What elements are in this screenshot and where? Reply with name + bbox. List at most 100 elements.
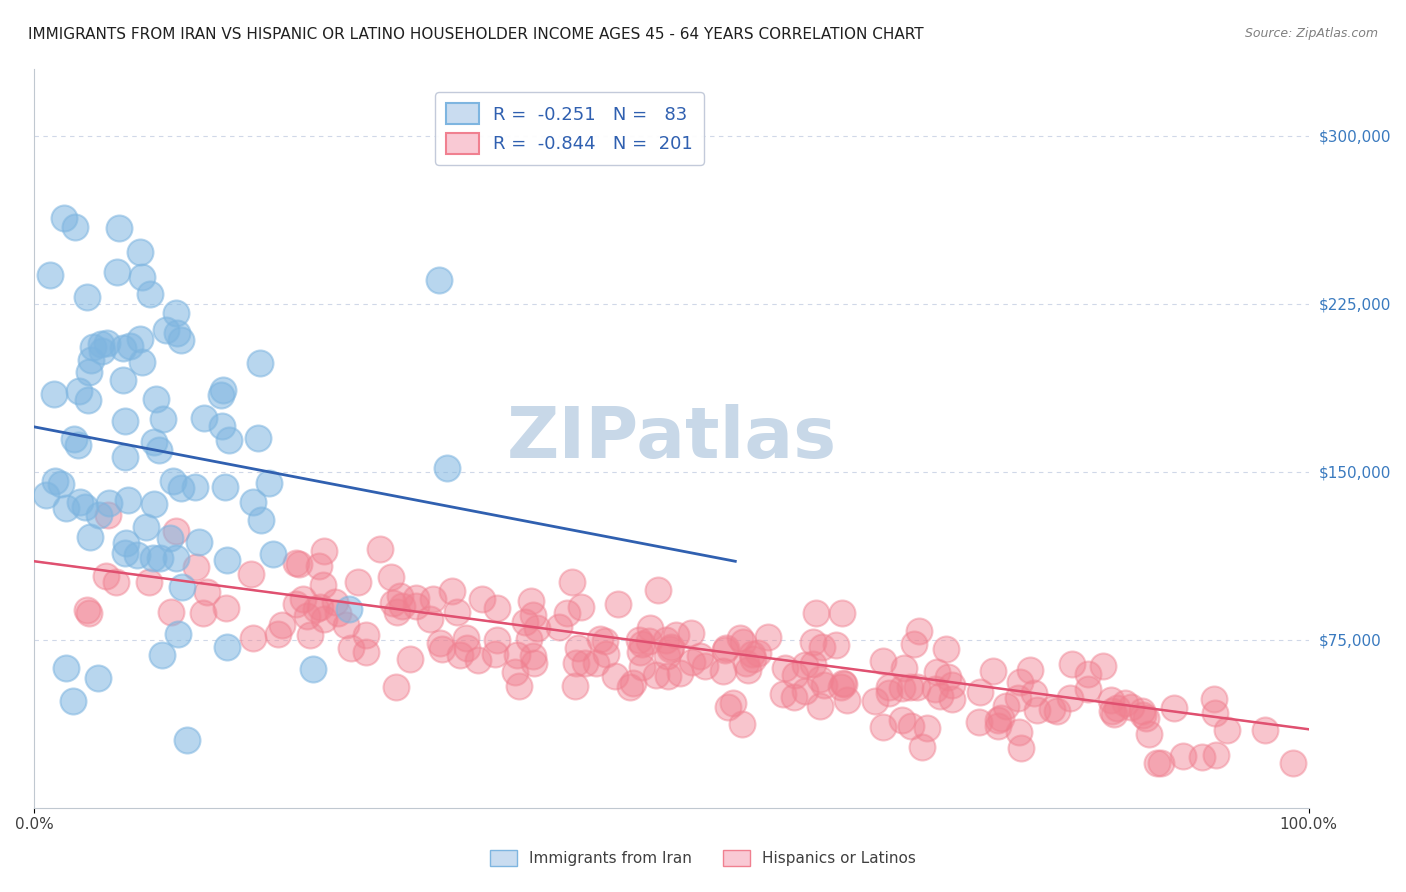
Point <box>79 606 101 620</box>
Point <box>1150 756 1173 770</box>
Point <box>657 649 679 664</box>
Point <box>449 648 471 662</box>
Point <box>65 219 87 234</box>
Point <box>298 628 321 642</box>
Point <box>517 632 540 647</box>
Point <box>454 631 477 645</box>
Point <box>155 323 177 337</box>
Point <box>832 675 855 690</box>
Point <box>548 620 571 634</box>
Point <box>165 550 187 565</box>
Point <box>585 656 607 670</box>
Point <box>62 693 84 707</box>
Point <box>267 627 290 641</box>
Point <box>159 605 181 619</box>
Point <box>1059 691 1081 706</box>
Point <box>794 684 817 698</box>
Point <box>605 669 627 683</box>
Point <box>1282 756 1305 770</box>
Point <box>508 679 530 693</box>
Point <box>657 669 679 683</box>
Point <box>1191 750 1213 764</box>
Point <box>218 434 240 448</box>
Point <box>55 661 77 675</box>
Point <box>388 589 411 603</box>
Point <box>640 621 662 635</box>
Point <box>717 699 740 714</box>
Point <box>1163 700 1185 714</box>
Point <box>114 546 136 560</box>
Legend: R =  -0.251   N =   83, R =  -0.844   N =  201: R = -0.251 N = 83, R = -0.844 N = 201 <box>436 93 704 165</box>
Point <box>249 356 271 370</box>
Point <box>877 686 900 700</box>
Point <box>872 655 894 669</box>
Point <box>150 648 173 662</box>
Point <box>405 591 427 605</box>
Point <box>87 508 110 522</box>
Point <box>924 681 946 696</box>
Point <box>721 696 744 710</box>
Point <box>284 556 307 570</box>
Point <box>813 678 835 692</box>
Point <box>96 336 118 351</box>
Point <box>114 414 136 428</box>
Point <box>314 612 336 626</box>
Point <box>890 713 912 727</box>
Point <box>53 211 76 225</box>
Point <box>259 476 281 491</box>
Point <box>471 592 494 607</box>
Point <box>693 658 716 673</box>
Point <box>90 336 112 351</box>
Point <box>195 585 218 599</box>
Point <box>669 666 692 681</box>
Point <box>148 443 170 458</box>
Point <box>741 648 763 662</box>
Point <box>335 618 357 632</box>
Point <box>628 633 651 648</box>
Point <box>911 740 934 755</box>
Point <box>63 432 86 446</box>
Point <box>270 618 292 632</box>
Point <box>127 548 149 562</box>
Point <box>503 665 526 679</box>
Point <box>747 646 769 660</box>
Point <box>139 287 162 301</box>
Point <box>589 632 612 646</box>
Point <box>170 333 193 347</box>
Point <box>73 500 96 514</box>
Point <box>837 693 859 707</box>
Point <box>98 496 121 510</box>
Point <box>209 388 232 402</box>
Point <box>118 339 141 353</box>
Point <box>574 656 596 670</box>
Point <box>804 606 827 620</box>
Point <box>305 602 328 616</box>
Point <box>915 721 938 735</box>
Point <box>96 569 118 583</box>
Point <box>1137 727 1160 741</box>
Point <box>131 355 153 369</box>
Point <box>115 536 138 550</box>
Point <box>96 508 118 522</box>
Point <box>772 687 794 701</box>
Point <box>679 625 702 640</box>
Point <box>801 635 824 649</box>
Point <box>117 492 139 507</box>
Point <box>987 713 1010 727</box>
Point <box>323 595 346 609</box>
Point <box>165 524 187 538</box>
Point <box>631 660 654 674</box>
Point <box>247 430 270 444</box>
Point <box>810 640 832 654</box>
Point <box>159 531 181 545</box>
Point <box>655 632 678 647</box>
Point <box>128 332 150 346</box>
Point <box>831 607 853 621</box>
Point <box>184 480 207 494</box>
Point <box>309 600 332 615</box>
Point <box>42 387 65 401</box>
Point <box>1099 693 1122 707</box>
Point <box>214 480 236 494</box>
Point <box>941 692 963 706</box>
Point <box>456 641 478 656</box>
